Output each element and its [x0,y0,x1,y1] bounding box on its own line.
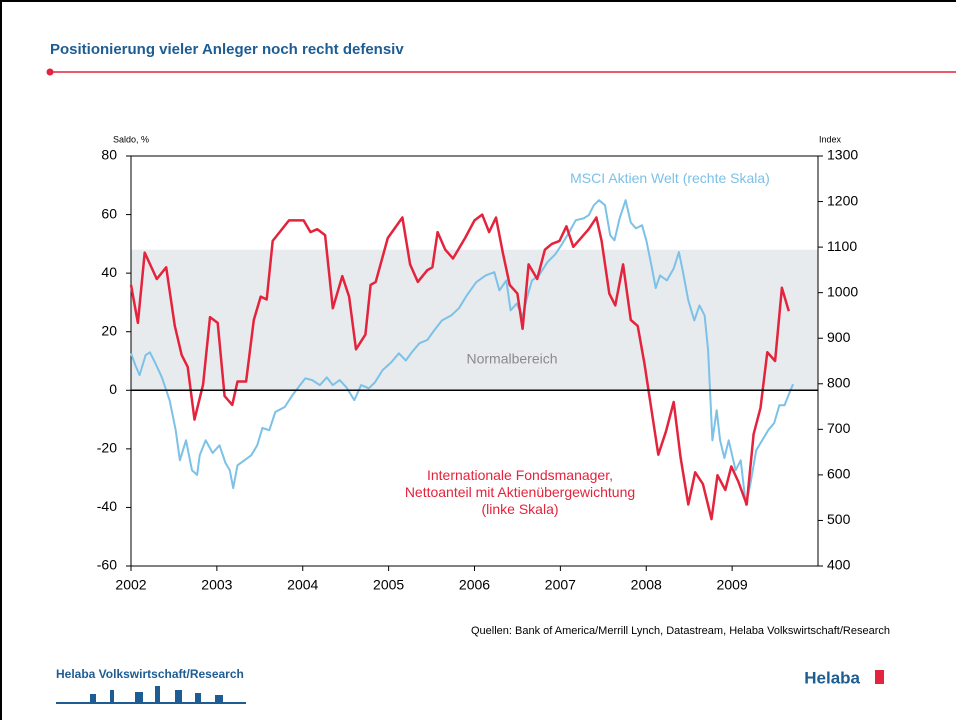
y-tick-label: -60 [97,557,117,573]
skyline [56,686,246,704]
series-line [129,213,790,521]
x-tick-label: 2003 [201,577,232,593]
y2-tick-label: 600 [827,466,851,482]
x-tick-label: 2002 [115,577,146,593]
x-tick-label: 2006 [459,577,490,593]
series-label: Internationale Fondsmanager, Nettoanteil… [404,467,636,517]
y2-tick-label: 800 [827,374,851,390]
y-tick-label: 20 [101,322,117,338]
y-tick-label: 40 [101,264,117,280]
y-tick-label: 0 [109,381,117,397]
y2-tick-label: 1100 [827,238,857,254]
y2-tick-label: 900 [827,329,851,345]
x-tick-label: 2005 [373,577,404,593]
y-tick-label: -40 [97,498,117,514]
y2-tick-label: 1200 [827,192,858,208]
x-tick-label: 2008 [631,577,662,593]
y2-tick-label: 1300 [827,147,858,163]
y2-axis-label: Index [819,134,842,144]
slide-title: Positionierung vieler Anleger noch recht… [50,41,404,58]
x-tick-label: 2007 [545,577,576,593]
source-note: Quellen: Bank of America/Merrill Lynch, … [471,625,890,637]
y-tick-label: -20 [97,440,117,456]
logo-icon [875,670,884,684]
footer: Helaba Volkswirtschaft/Research [56,667,244,681]
x-tick-label: 2009 [717,577,748,593]
y2-tick-label: 700 [827,420,851,436]
y-tick-label: 80 [101,147,117,163]
y2-tick-label: 500 [827,511,851,527]
band-label: Normalbereich [466,351,557,367]
x-tick-label: 2004 [287,577,318,593]
series-line [130,199,795,506]
series-label: MSCI Aktien Welt (rechte Skala) [570,170,770,186]
y-axis-label: Saldo, % [113,134,149,144]
y-tick-label: 60 [101,205,117,221]
y2-tick-label: 1000 [827,283,858,299]
normal-band [131,249,818,391]
logo: Helaba [804,668,860,687]
y2-tick-label: 400 [827,557,851,573]
title-dot [46,68,54,76]
